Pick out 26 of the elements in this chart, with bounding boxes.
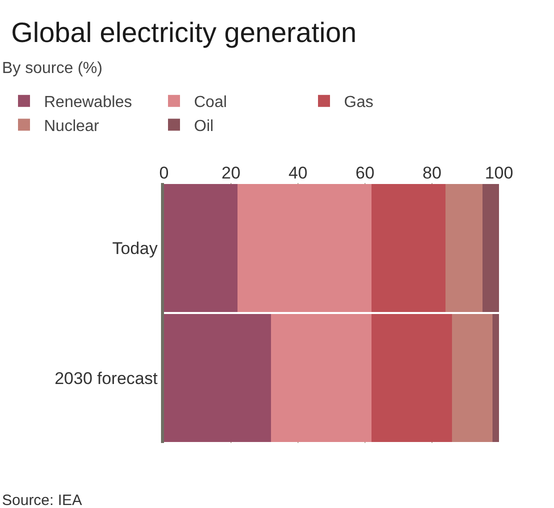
x-tick-label: 80 [422,164,442,183]
legend-label: Oil [194,118,214,135]
x-tick-label: 0 [159,164,169,183]
bar [372,184,446,312]
bar [164,184,238,312]
y-tick-label: Today [112,238,158,258]
bar [452,314,492,442]
chart-subtitle: By source (%) [2,60,102,77]
bar [482,184,499,312]
x-tick-label: 100 [484,164,514,183]
legend-label: Renewables [44,94,132,112]
bar [372,314,452,442]
bar [238,184,372,312]
bar [271,314,372,442]
x-tick-label: 20 [222,164,240,183]
legend-label: Gas [344,94,374,112]
legend-label: Coal [194,94,227,112]
chart-title: Global electricity generation [11,16,357,48]
y-tick-label: 2030 forecast [54,368,158,388]
bar [445,184,482,312]
source-note: Source: IEA [2,492,82,508]
legend-label: Nuclear [44,118,100,135]
x-tick-label: 60 [356,164,374,183]
x-tick-label: 40 [288,164,308,183]
bar [164,314,272,442]
bar [492,314,499,442]
